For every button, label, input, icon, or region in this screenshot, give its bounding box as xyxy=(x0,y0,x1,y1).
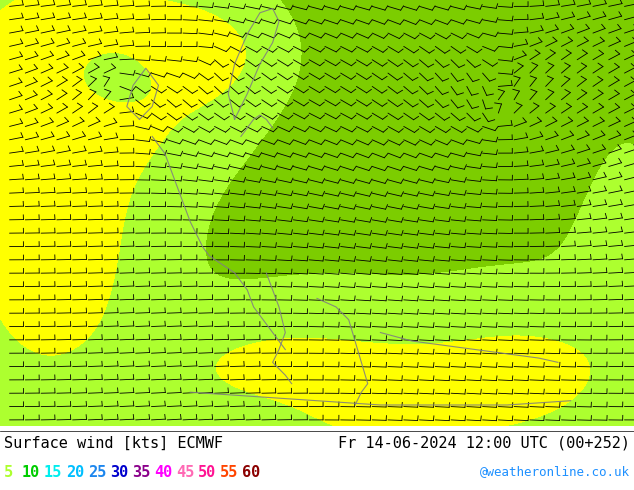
Text: 45: 45 xyxy=(176,465,194,480)
Text: 10: 10 xyxy=(22,465,40,480)
Text: 40: 40 xyxy=(154,465,172,480)
Text: 15: 15 xyxy=(44,465,62,480)
Text: 35: 35 xyxy=(132,465,150,480)
Text: Surface wind [kts] ECMWF: Surface wind [kts] ECMWF xyxy=(4,436,223,450)
Text: 25: 25 xyxy=(88,465,107,480)
Text: 5: 5 xyxy=(4,465,13,480)
Text: 50: 50 xyxy=(198,465,216,480)
Text: @weatheronline.co.uk: @weatheronline.co.uk xyxy=(480,465,630,478)
Text: 60: 60 xyxy=(242,465,260,480)
Text: 20: 20 xyxy=(66,465,84,480)
Text: 55: 55 xyxy=(220,465,238,480)
Text: Fr 14-06-2024 12:00 UTC (00+252): Fr 14-06-2024 12:00 UTC (00+252) xyxy=(338,436,630,450)
Text: 30: 30 xyxy=(110,465,128,480)
